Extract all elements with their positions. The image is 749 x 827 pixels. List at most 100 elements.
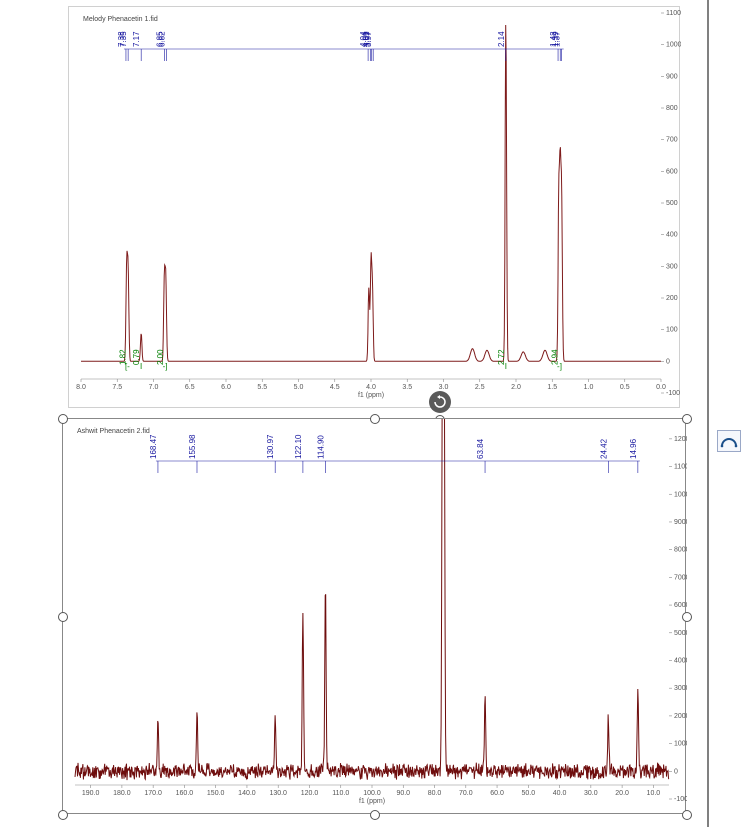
y-tick-label: 0 [666,358,670,365]
selection-handle-ml[interactable] [58,612,68,622]
x-tick-label: 7.0 [149,384,159,391]
y-tick-label: 400 [666,232,678,239]
x-tick-label: 60.0 [490,790,504,797]
selection-handle-tr[interactable] [682,414,692,424]
y-tick-label: -1000 [674,796,687,803]
x-tick-label: 40.0 [553,790,567,797]
x-tick-label: 4.0 [366,384,376,391]
peak-label: 6.82 [158,31,167,47]
x-tick-label: 2.0 [511,384,521,391]
y-tick-label: 4000 [674,657,687,664]
x-tick-label: 160.0 [176,790,194,797]
x-tick-label: 70.0 [459,790,473,797]
y-tick-label: 0 [674,768,678,775]
y-tick-label: 10000 [674,491,687,498]
x-tick-label: 0.0 [656,384,666,391]
spectrum-svg: Melody Phenacetin 1.fid 8.0 7.5 7.0 6.5 6.0 5.… [69,7,681,409]
peak-label: 168.47 [149,434,158,459]
peak-label: 14.96 [629,438,638,459]
x-tick-label: 180.0 [113,790,131,797]
integration-label: 0.79 [132,349,141,365]
peak-label: 7.17 [132,31,141,47]
y-tick-label: 11000 [674,464,687,471]
x-tick-label: 150.0 [207,790,225,797]
y-tick-label: 1000 [666,42,681,49]
rotate-handle[interactable] [429,391,451,413]
y-tick-label: 100 [666,327,678,334]
peak-label: 114.90 [316,435,325,459]
y-tick-label: 8000 [674,547,687,554]
selection-handle-tm[interactable] [370,414,380,424]
integration-label: 2.72 [497,349,506,365]
x-tick-label: 2.5 [475,384,485,391]
peak-label: 63.84 [476,438,485,459]
x-tick-label: 20.0 [615,790,629,797]
y-tick-label: 5000 [674,630,687,637]
peak-label: 155.98 [188,434,197,459]
x-tick-label: 3.0 [439,384,449,391]
x-tick-label: 190.0 [82,790,100,797]
sample-name-label: Ashwit Phenacetin 2.fid [77,428,150,435]
peak-label: 1.37 [553,31,562,47]
y-tick-label: 1000 [674,741,687,748]
x-tick-label: 4.5 [330,384,340,391]
x-tick-label: 8.0 [76,384,86,391]
y-tick-label: 12000 [674,436,687,443]
x-axis-label: f1 (ppm) [359,798,385,805]
y-tick-label: 600 [666,168,678,175]
x-tick-label: 1.0 [584,384,594,391]
x-tick-label: 140.0 [238,790,256,797]
y-tick-label: 2000 [674,713,687,720]
x-tick-label: 0.5 [620,384,630,391]
x-tick-label: 50.0 [522,790,536,797]
rotate-icon [433,395,447,409]
y-tick-label: 3000 [674,685,687,692]
selection-handle-bl[interactable] [58,810,68,820]
x-tick-label: 5.0 [294,384,304,391]
x-tick-label: 90.0 [396,790,410,797]
y-tick-label: 700 [666,137,678,144]
y-tick-label: 7000 [674,574,687,581]
x-tick-label: 30.0 [584,790,598,797]
integration-label: 2.00 [156,349,165,365]
x-tick-label: 6.5 [185,384,195,391]
proton-nmr-figure[interactable]: Melody Phenacetin 1.fid 8.0 7.5 7.0 6.5 6.0 5.… [68,6,680,408]
y-tick-label: 1100 [666,10,681,17]
arc-icon [720,434,738,448]
selection-handle-br[interactable] [682,810,692,820]
y-tick-label: -100 [666,390,680,397]
y-tick-label: 500 [666,200,678,207]
peak-label: 2.14 [497,31,506,47]
selection-handle-mr[interactable] [682,612,692,622]
x-tick-label: 170.0 [144,790,162,797]
spectrum-svg: Ashwit Phenacetin 2.fid 190.0 180.0 170.0 16… [63,419,687,815]
x-axis-label: f1 (ppm) [358,392,384,399]
layout-options-button[interactable] [717,430,741,452]
x-tick-label: 120.0 [301,790,319,797]
x-tick-label: 7.5 [112,384,122,391]
x-tick-label: 3.5 [402,384,412,391]
y-tick-label: 200 [666,295,678,302]
x-tick-label: 1.5 [547,384,557,391]
x-tick-label: 5.5 [257,384,267,391]
y-tick-label: 6000 [674,602,687,609]
y-tick-label: 900 [666,73,678,80]
x-tick-label: 80.0 [428,790,442,797]
y-tick-label: 9000 [674,519,687,526]
integration-label: 1.82 [118,349,127,365]
selection-handle-tl[interactable] [58,414,68,424]
x-tick-label: 130.0 [269,790,287,797]
carbon-nmr-figure[interactable]: Ashwit Phenacetin 2.fid 190.0 180.0 170.0 16… [62,418,686,814]
peak-label: 122.10 [294,434,303,459]
x-tick-label: 10.0 [647,790,661,797]
vertical-ruler [707,0,709,827]
sample-name-label: Melody Phenacetin 1.fid [83,16,158,23]
x-tick-label: 6.0 [221,384,231,391]
integration-label: 2.94 [551,349,560,365]
peak-label: 3.97 [364,31,373,47]
peak-label: 7.35 [119,31,128,47]
selection-handle-bm[interactable] [370,810,380,820]
y-tick-label: 800 [666,105,678,112]
page: Melody Phenacetin 1.fid 8.0 7.5 7.0 6.5 6.0 5.… [0,0,749,827]
x-tick-label: 110.0 [332,790,349,797]
